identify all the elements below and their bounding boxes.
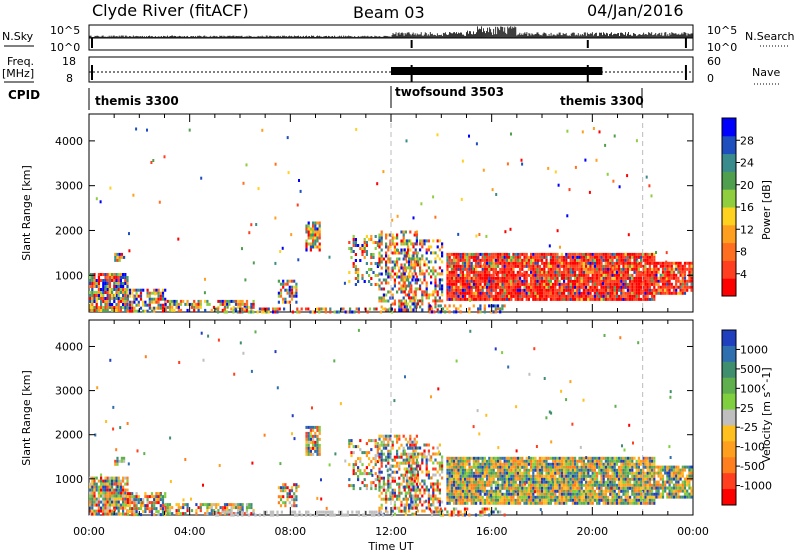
cpid-row: CPID themis 3300 twofsound 3503 themis 3… [8, 85, 644, 110]
power-ylabel: Slant Range [km] [20, 165, 33, 261]
colorbar-swatch [722, 171, 736, 190]
colorbar-tick-label: 1000 [740, 343, 768, 356]
x-axis-label: Time UT [367, 540, 413, 553]
nsearch-tick-top: 10^5 [707, 24, 737, 37]
y-tick-label: 3000 [55, 385, 83, 398]
y-tick-label: 1000 [55, 269, 83, 282]
x-tick-label: 08:00 [274, 525, 306, 538]
colorbar-swatch [722, 330, 736, 347]
colorbar-swatch [722, 377, 736, 395]
cpid-segment-1: themis 3300 [95, 94, 179, 108]
x-tick-label: 16:00 [476, 525, 508, 538]
colorbar-swatch [722, 207, 736, 226]
velocity-ylabel: Slant Range [km] [20, 370, 33, 466]
colorbar-swatch [722, 224, 736, 244]
x-tick-label: 00:00 [677, 525, 709, 538]
nsky-tick-bottom: 10^0 [50, 41, 80, 54]
colorbar-swatch [722, 260, 736, 279]
colorbar-tick-label: 500 [740, 363, 761, 376]
colorbar-swatch [722, 153, 736, 172]
y-tick-label: 3000 [55, 180, 83, 193]
nsky-panel: N.Sky 10^5 10^0 N.Search 10^5 10^0 [2, 24, 795, 54]
date-title: 04/Jan/2016 [587, 1, 684, 20]
colorbar-tick-label: -25 [740, 421, 758, 434]
cpid-label: CPID [8, 88, 40, 102]
x-tick-label: 00:00 [73, 525, 105, 538]
freq-label: Freq. [7, 55, 34, 68]
colorbar-swatch [722, 135, 736, 155]
colorbar-tick-label: 16 [740, 201, 754, 214]
freq-trace [89, 65, 693, 82]
nave-tick-bottom: 0 [707, 72, 714, 85]
nsky-label: N.Sky [2, 30, 34, 43]
y-tick-label: 4000 [55, 340, 83, 353]
colorbar-swatch [722, 393, 736, 411]
colorbar-swatch [722, 278, 736, 297]
colorbar-swatch [722, 425, 736, 442]
y-tick-label: 4000 [55, 135, 83, 148]
y-tick-label: 2000 [55, 429, 83, 442]
colorbar-swatch [722, 118, 736, 137]
colorbar-tick-label: 4 [740, 268, 747, 281]
power-data [89, 114, 693, 314]
y-tick-label: 1000 [55, 473, 83, 486]
colorbar-swatch [722, 242, 736, 261]
colorbar-tick-label: 24 [740, 157, 754, 170]
x-tick-label: 20:00 [576, 525, 608, 538]
power-colorbar-label: Power [dB] [760, 180, 773, 240]
colorbar-tick-label: 12 [740, 223, 754, 236]
colorbar-swatch [722, 473, 736, 490]
velocity-data [89, 320, 693, 517]
cpid-segment-2: twofsound 3503 [395, 85, 504, 99]
colorbar-tick-label: 8 [740, 246, 747, 259]
colorbar-tick-label: 20 [740, 179, 754, 192]
power-panel: 1000 2000 3000 4000 Slant Range [km] [20, 113, 694, 314]
nave-label: Nave [752, 66, 780, 79]
colorbar-tick-label: 100 [740, 382, 761, 395]
colorbar-swatch [722, 489, 736, 506]
freq-panel: Freq. [MHz] 18 8 Nave 60 0 [2, 55, 780, 85]
velocity-colorbar-label: Velocity [m s^-1] [760, 367, 773, 462]
x-axis-ticks: 00:00 04:00 08:00 12:00 16:00 20:00 00:00 [73, 525, 709, 538]
colorbar-tick-label: 28 [740, 134, 754, 147]
beam-title: Beam 03 [353, 3, 425, 22]
cpid-segment-3: themis 3300 [560, 94, 644, 108]
velocity-axes: 1000 2000 3000 4000 [55, 320, 694, 515]
colorbar-swatch [722, 409, 736, 426]
power-colorbar: 4 8 12 16 20 24 28 [721, 117, 754, 297]
velocity-panel: 1000 2000 3000 4000 Slant Range [km] [20, 319, 694, 517]
freq-tick-bottom: 8 [66, 72, 73, 85]
velocity-colorbar: 1000 500 100 25 -25 -100 -500 -1000 [721, 329, 772, 506]
y-tick-label: 2000 [55, 224, 83, 237]
power-axes: 1000 2000 3000 4000 [55, 114, 694, 312]
x-tick-label: 04:00 [174, 525, 206, 538]
colorbar-swatch [722, 441, 736, 458]
colorbar-swatch [722, 345, 736, 363]
nsky-tick-top: 10^5 [50, 24, 80, 37]
colorbar-tick-label: -500 [740, 460, 765, 473]
colorbar-swatch [722, 457, 736, 474]
colorbar-swatch [722, 189, 736, 208]
site-title: Clyde River (fitACF) [92, 1, 249, 20]
colorbar-tick-label: -1000 [740, 480, 772, 493]
colorbar-tick-label: -100 [740, 441, 765, 454]
colorbar-tick-label: 25 [740, 402, 754, 415]
nsearch-label: N.Search [745, 30, 795, 43]
nsky-trace [88, 26, 693, 48]
freq-tick-top: 18 [62, 55, 76, 68]
x-tick-label: 12:00 [375, 525, 407, 538]
freq-unit: [MHz] [2, 67, 34, 80]
nsearch-tick-bottom: 10^0 [707, 41, 737, 54]
nave-tick-top: 60 [707, 55, 721, 68]
colorbar-swatch [722, 361, 736, 379]
